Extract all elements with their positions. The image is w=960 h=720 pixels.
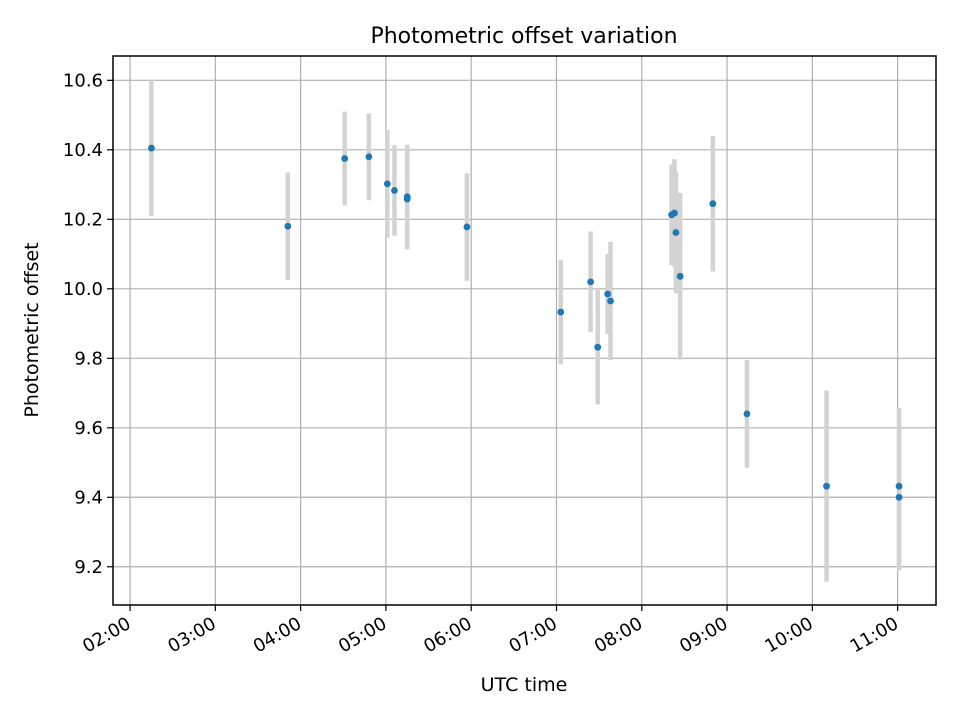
chart-title: Photometric offset variation — [370, 24, 677, 49]
x-axis-label: UTC time — [481, 674, 568, 696]
y-tick-label: 9.8 — [74, 348, 103, 369]
data-point — [391, 187, 398, 194]
data-point — [676, 272, 684, 280]
grid — [113, 56, 936, 605]
data-point — [284, 222, 292, 230]
plot-frame — [112, 55, 937, 606]
data-point — [895, 482, 903, 490]
data-point — [594, 343, 602, 351]
y-tick-label: 9.4 — [74, 487, 103, 508]
plot-area — [113, 56, 936, 605]
data-point — [403, 193, 411, 201]
data-point — [557, 308, 565, 316]
y-axis-ticks: 9.2 9.4 9.6 9.8 10.0 10.2 10.4 10.6 — [63, 70, 113, 578]
data-point — [823, 482, 830, 490]
data-points — [147, 144, 903, 501]
data-point — [147, 144, 155, 152]
data-point — [365, 153, 373, 161]
y-tick-label: 9.2 — [74, 557, 103, 578]
data-point — [463, 223, 471, 231]
data-point — [895, 493, 903, 501]
y-tick-label: 10.6 — [63, 70, 103, 91]
y-tick-label: 10.2 — [63, 209, 103, 230]
data-point — [607, 297, 614, 305]
y-tick-label: 9.6 — [74, 418, 103, 439]
y-tick-label: 10.0 — [63, 279, 103, 300]
data-point — [604, 290, 612, 298]
data-point — [743, 410, 751, 418]
data-point — [587, 278, 594, 286]
data-point — [709, 200, 717, 208]
y-tick-label: 10.4 — [63, 140, 103, 161]
data-point — [341, 155, 349, 162]
y-axis-label: Photometric offset — [21, 242, 43, 417]
data-point — [671, 209, 678, 217]
data-point — [672, 229, 680, 236]
data-point — [383, 180, 391, 188]
